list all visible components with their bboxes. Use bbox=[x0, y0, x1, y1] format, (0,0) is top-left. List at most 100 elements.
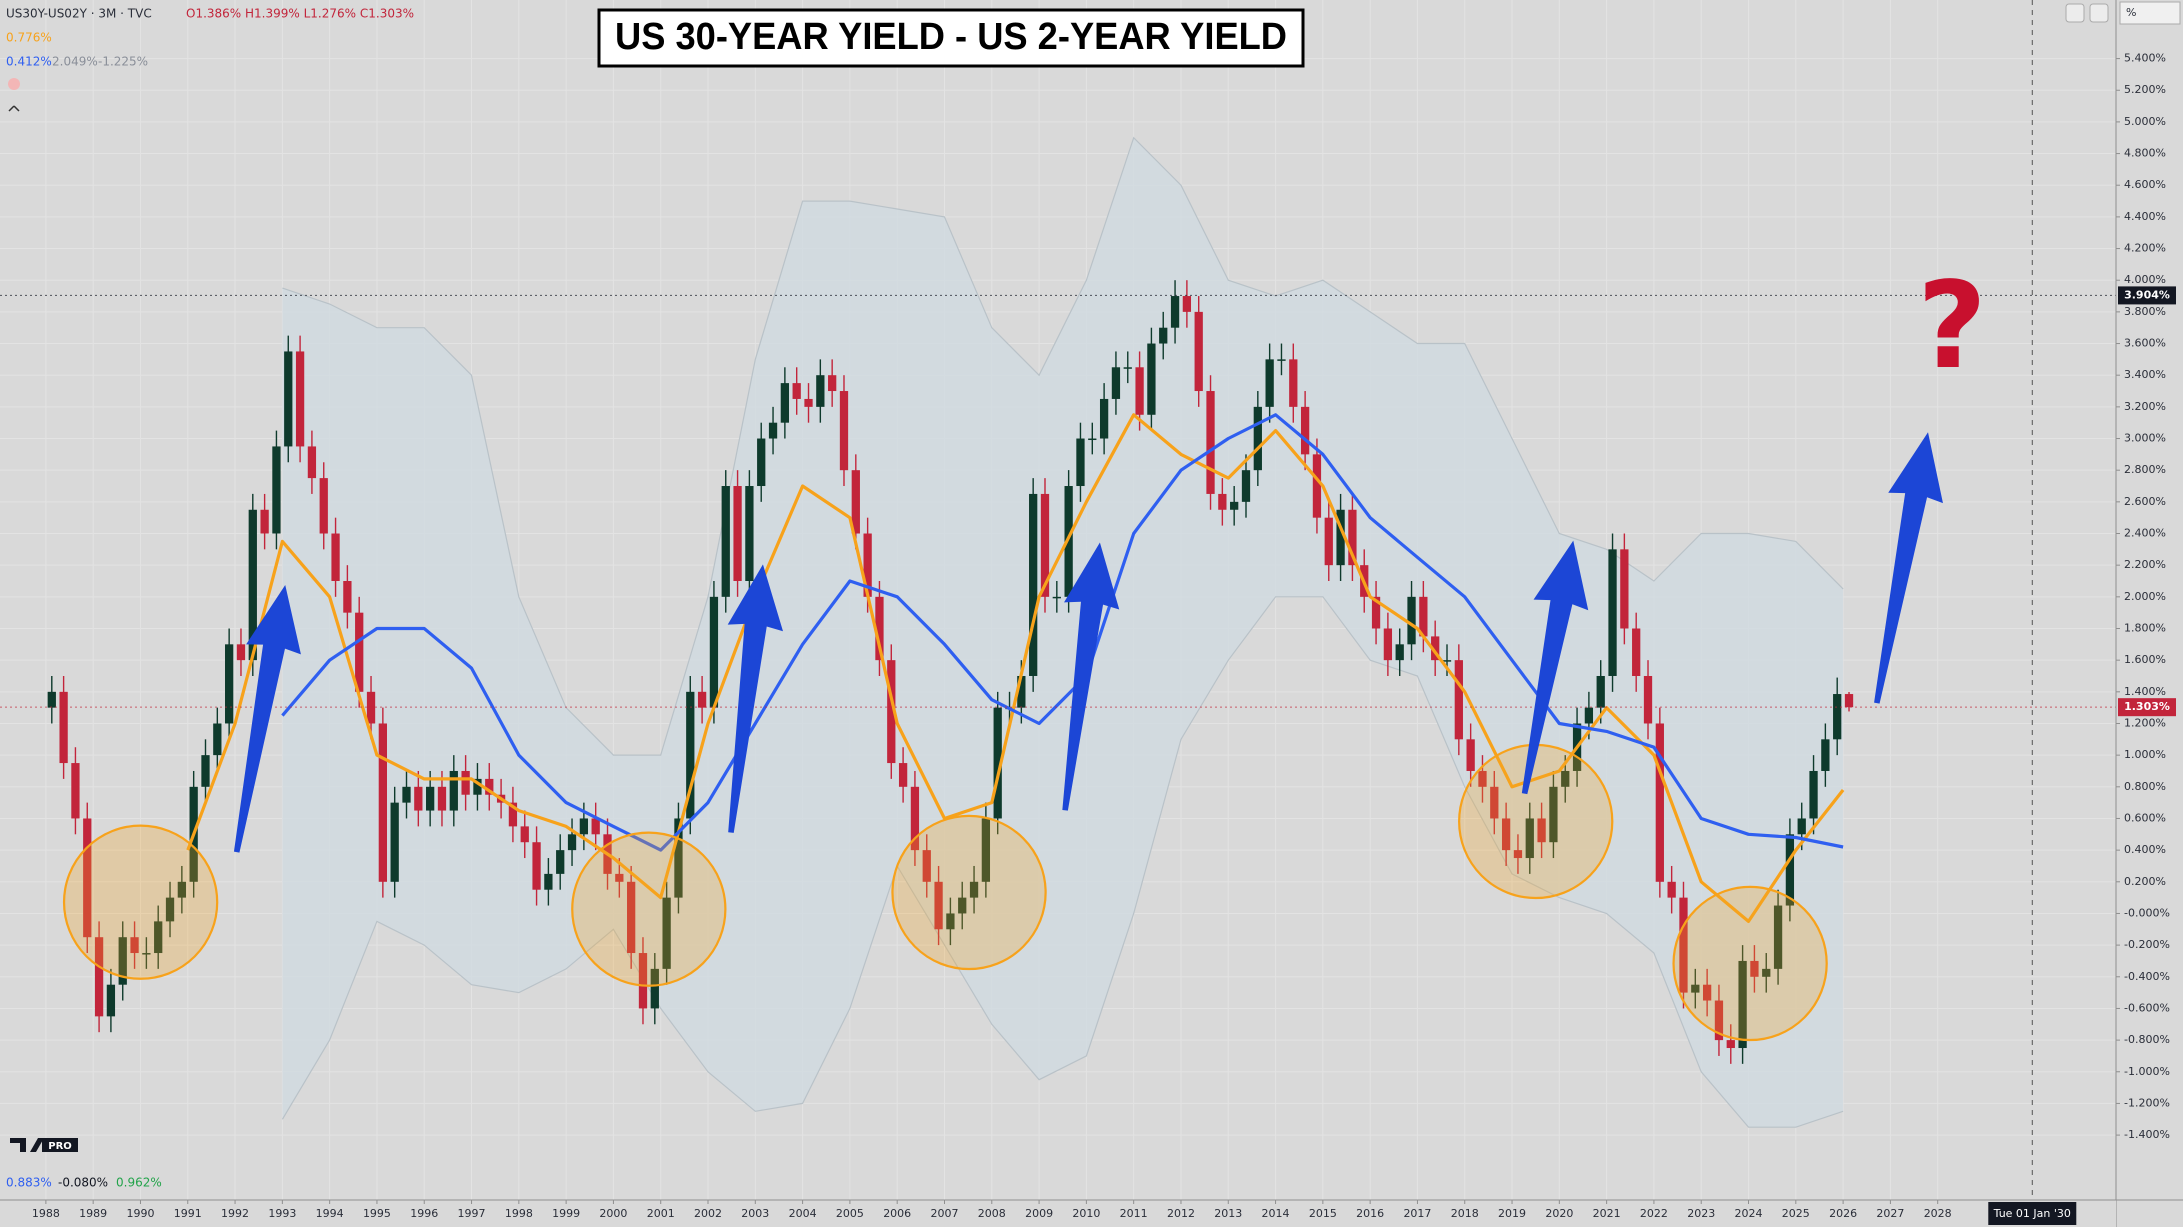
candle-body bbox=[1691, 984, 1700, 993]
indicator-value: 0.883% bbox=[6, 1176, 52, 1190]
candle-body bbox=[1702, 984, 1712, 1001]
candle-body bbox=[1809, 770, 1818, 819]
candle-body bbox=[378, 723, 387, 882]
unit-box bbox=[2119, 1, 2181, 25]
candle-body bbox=[887, 660, 896, 764]
x-tick-label: 2021 bbox=[1593, 1207, 1621, 1220]
candle-body bbox=[934, 881, 943, 930]
x-tick-label: 2008 bbox=[978, 1207, 1006, 1220]
x-tick-label: 1995 bbox=[363, 1207, 391, 1220]
fast-ma-value: 0.776% bbox=[6, 31, 52, 45]
alert-icon bbox=[8, 78, 20, 90]
candle-body bbox=[1029, 493, 1038, 676]
candle-body bbox=[1300, 406, 1310, 455]
y-tick-label: 1.200% bbox=[2124, 716, 2166, 729]
price-scale-bg bbox=[2116, 0, 2183, 1227]
candle-body bbox=[295, 351, 305, 447]
highlight-circle bbox=[571, 831, 727, 987]
candle-body bbox=[402, 786, 411, 803]
y-tick-label: 1.600% bbox=[2124, 653, 2166, 666]
candle-body bbox=[1667, 881, 1676, 898]
candle-body bbox=[1371, 596, 1381, 629]
candle-body bbox=[1797, 818, 1806, 835]
logo-badge bbox=[42, 1138, 78, 1152]
candle-body bbox=[650, 968, 659, 1009]
candle-body bbox=[851, 470, 860, 534]
candle-body bbox=[674, 818, 683, 898]
x-tick-label: 1999 bbox=[552, 1207, 580, 1220]
candle-body bbox=[804, 398, 813, 407]
candle-body bbox=[1513, 850, 1523, 859]
candle-body bbox=[1454, 660, 1463, 740]
x-tick-label: 1993 bbox=[268, 1207, 296, 1220]
candle-body bbox=[839, 391, 849, 471]
candle-body bbox=[260, 509, 269, 534]
x-tick-label: 2017 bbox=[1403, 1207, 1431, 1220]
candle-body bbox=[1478, 770, 1487, 787]
x-tick-label: 2016 bbox=[1356, 1207, 1384, 1220]
x-tick-label: 1994 bbox=[316, 1207, 344, 1220]
candle-body bbox=[780, 383, 790, 423]
candle-body bbox=[508, 802, 518, 827]
candle-body bbox=[248, 509, 257, 661]
price-label-box bbox=[2118, 286, 2176, 305]
candle-body bbox=[83, 818, 92, 938]
candle-body bbox=[47, 691, 56, 708]
scroll-button[interactable] bbox=[2065, 3, 2085, 23]
y-tick-label: 1.800% bbox=[2124, 621, 2166, 634]
x-tick-label: 1996 bbox=[410, 1207, 438, 1220]
arrow bbox=[233, 584, 301, 853]
y-tick-label: 5.400% bbox=[2124, 52, 2166, 65]
x-tick-label: 1990 bbox=[126, 1207, 154, 1220]
y-tick-label: 3.400% bbox=[2124, 368, 2166, 381]
indicator-value: 0.962% bbox=[116, 1176, 162, 1190]
candle-body bbox=[1241, 470, 1251, 502]
candle-body bbox=[1584, 707, 1594, 724]
candle-body bbox=[355, 612, 364, 692]
candle-body bbox=[816, 375, 825, 407]
candle-body bbox=[1596, 675, 1605, 708]
y-tick-label: -0.200% bbox=[2124, 938, 2170, 951]
question-mark: ? bbox=[1917, 257, 1986, 396]
candle-body bbox=[1147, 343, 1156, 415]
x-tick-label: 2027 bbox=[1876, 1207, 1904, 1220]
y-tick-label: -0.800% bbox=[2124, 1033, 2170, 1046]
y-tick-label: 3.000% bbox=[2124, 432, 2166, 445]
title-box: US 30-YEAR YIELD - US 2-YEAR YIELD bbox=[597, 8, 1305, 68]
candle-body bbox=[1383, 628, 1393, 661]
candle-body bbox=[1620, 549, 1629, 629]
candle-body bbox=[993, 707, 1002, 819]
highlight-circle bbox=[1672, 885, 1828, 1042]
y-tick-label: 2.400% bbox=[2124, 527, 2166, 540]
candle-body bbox=[1821, 739, 1830, 771]
crosshair-label: Tue 01 Jan '30 bbox=[1993, 1207, 2071, 1220]
x-tick-label: 2023 bbox=[1687, 1207, 1715, 1220]
candle-body bbox=[1833, 694, 1842, 740]
candle-body bbox=[638, 953, 648, 1009]
x-tick-label: 2007 bbox=[930, 1207, 958, 1220]
indicator-value: -0.080% bbox=[58, 1176, 108, 1190]
y-tick-label: 2.000% bbox=[2124, 590, 2166, 603]
moving-average bbox=[281, 413, 1844, 852]
candle-body bbox=[697, 691, 707, 708]
candle-body bbox=[1643, 675, 1653, 724]
y-tick-label: 3.600% bbox=[2124, 337, 2166, 350]
candle-body bbox=[319, 478, 328, 534]
candle-body bbox=[591, 818, 600, 835]
candle-body bbox=[449, 770, 458, 811]
y-tick-label: 5.000% bbox=[2124, 115, 2166, 128]
candle-body bbox=[828, 375, 837, 392]
candle-body bbox=[946, 913, 955, 930]
x-tick-label: 2003 bbox=[741, 1207, 769, 1220]
y-tick-label: -0.600% bbox=[2124, 1001, 2170, 1014]
y-tick-label: 3.800% bbox=[2124, 305, 2166, 318]
reset-button[interactable] bbox=[2089, 3, 2109, 23]
x-tick-label: 2010 bbox=[1072, 1207, 1100, 1220]
x-tick-label: 2024 bbox=[1735, 1207, 1763, 1220]
candle-body bbox=[1194, 311, 1203, 392]
candle-body bbox=[544, 873, 553, 890]
x-tick-label: 2014 bbox=[1262, 1207, 1290, 1220]
candle-body bbox=[1017, 675, 1026, 708]
candle-body bbox=[485, 778, 494, 795]
y-tick-label: 4.800% bbox=[2124, 147, 2166, 160]
